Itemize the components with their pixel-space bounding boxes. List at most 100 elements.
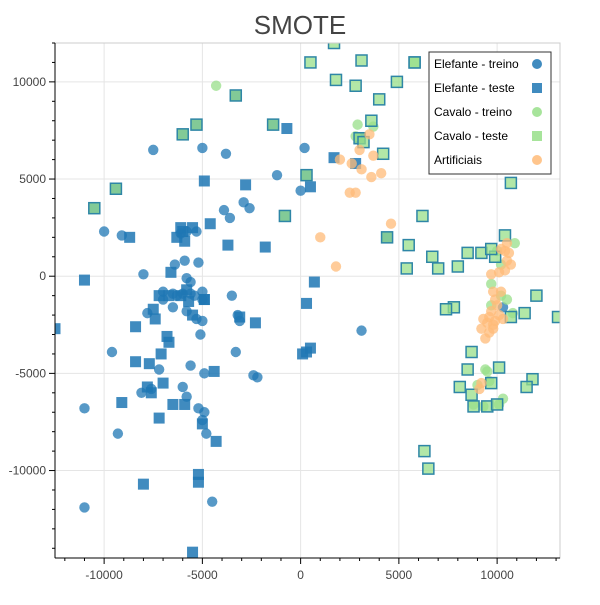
point-0-55 <box>295 185 306 196</box>
series-1 <box>55 89 393 558</box>
legend-item-1[interactable]: Elefante - teste <box>434 81 542 95</box>
legend-item-3[interactable]: Cavalo - teste <box>434 129 542 143</box>
point-1-33 <box>198 294 210 306</box>
series-0 <box>79 142 509 513</box>
point-3-10 <box>229 89 243 102</box>
point-1-31 <box>183 295 195 307</box>
point-3-46 <box>422 462 435 475</box>
point-2-0 <box>210 80 222 91</box>
point-0-26 <box>167 302 179 313</box>
point-1-51 <box>179 398 191 410</box>
point-4-21 <box>487 286 499 297</box>
point-0-36 <box>185 360 196 371</box>
point-2-3 <box>352 119 363 130</box>
point-3-30 <box>530 289 543 302</box>
point-3-29 <box>439 302 453 316</box>
point-1-36 <box>249 317 261 329</box>
point-1-48 <box>157 377 169 389</box>
point-1-45 <box>208 365 220 377</box>
point-1-27 <box>181 284 193 296</box>
point-3-32 <box>551 310 560 324</box>
legend[interactable]: Elefante - treino Elefante - teste Cavalo … <box>428 51 552 175</box>
point-0-37 <box>153 364 165 375</box>
x-tick-label: 10000 <box>480 568 514 582</box>
point-0-1 <box>197 142 208 154</box>
point-4-7 <box>375 168 387 179</box>
point-1-49 <box>116 397 128 409</box>
point-4-6 <box>366 171 377 183</box>
point-3-36 <box>492 361 506 374</box>
point-1-15 <box>240 179 252 191</box>
point-3-8 <box>372 93 386 106</box>
point-1-10 <box>304 181 316 193</box>
data-points <box>55 43 560 558</box>
x-tick-label: 5000 <box>386 568 413 582</box>
point-2-15 <box>482 366 493 377</box>
point-0-4 <box>299 142 310 154</box>
point-4-11 <box>315 232 326 243</box>
point-0-43 <box>252 372 263 383</box>
point-1-55 <box>192 468 204 480</box>
point-3-51 <box>278 209 292 223</box>
point-4-31 <box>480 333 491 344</box>
point-1-54 <box>210 435 222 447</box>
point-4-15 <box>503 247 515 259</box>
point-3-52 <box>408 56 421 69</box>
point-1-60 <box>308 276 320 288</box>
legend-item-0[interactable]: Elefante - treino <box>434 57 542 71</box>
point-1-34 <box>147 303 159 315</box>
legend-item-4[interactable]: Artificiais <box>434 153 542 167</box>
point-1-16 <box>259 241 271 253</box>
point-3-31 <box>518 306 531 320</box>
point-0-34 <box>195 329 206 340</box>
legend-label: Artificiais <box>434 153 482 167</box>
point-0-2 <box>220 148 232 159</box>
point-1-28 <box>175 290 187 302</box>
point-1-53 <box>196 418 208 430</box>
legend-square-marker <box>532 83 542 93</box>
point-1-19 <box>187 222 199 234</box>
point-3-38 <box>520 380 533 394</box>
point-4-16 <box>495 243 507 255</box>
point-0-47 <box>79 403 90 414</box>
point-3-21 <box>400 262 413 275</box>
point-1-57 <box>137 478 149 490</box>
point-3-15 <box>504 176 518 190</box>
point-4-39 <box>501 255 513 266</box>
point-1-42 <box>130 356 142 368</box>
point-1-21 <box>179 235 191 247</box>
point-1-6 <box>198 175 210 187</box>
point-1-37 <box>234 311 246 323</box>
point-3-26 <box>484 242 498 256</box>
point-3-48 <box>109 182 123 196</box>
point-3-27 <box>451 260 465 273</box>
plot-area <box>55 43 560 558</box>
point-0-33 <box>106 346 118 358</box>
point-0-40 <box>177 381 188 393</box>
series-4 <box>315 129 517 395</box>
point-1-5 <box>328 152 340 164</box>
point-0-35 <box>230 346 241 358</box>
point-1-26 <box>165 266 177 278</box>
point-3-11 <box>266 118 280 131</box>
x-tick-label: -5000 <box>187 568 218 582</box>
point-4-28 <box>476 323 487 334</box>
point-1-58 <box>187 546 199 558</box>
point-1-4 <box>281 123 293 135</box>
point-3-39 <box>453 380 467 394</box>
legend-circle-marker <box>532 107 542 117</box>
point-1-59 <box>55 323 61 335</box>
legend-box <box>428 51 552 175</box>
point-0-38 <box>199 368 210 379</box>
chart-title: SMOTE <box>254 10 346 40</box>
legend-item-2[interactable]: Cavalo - treino <box>434 105 542 119</box>
point-1-41 <box>163 336 175 348</box>
point-1-52 <box>153 412 165 424</box>
point-4-3 <box>334 154 346 165</box>
point-1-22 <box>171 231 183 243</box>
legend-label: Elefante - treino <box>434 57 519 71</box>
point-0-3 <box>271 169 283 181</box>
point-0-16 <box>138 269 149 280</box>
point-1-56 <box>192 476 204 488</box>
